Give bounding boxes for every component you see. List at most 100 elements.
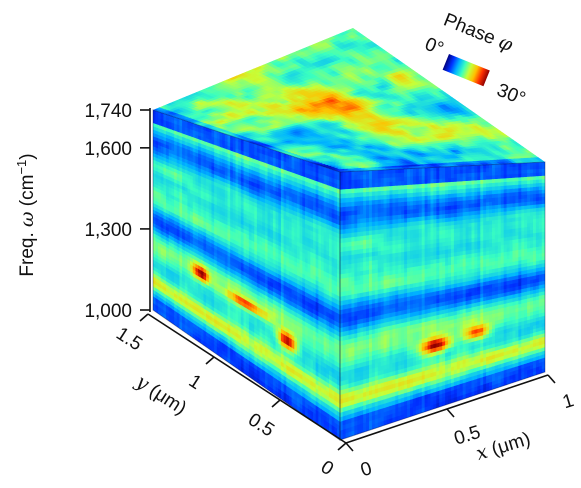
heatmap-cell <box>368 213 373 219</box>
heatmap-cell <box>535 197 540 202</box>
heatmap-cell <box>374 186 379 193</box>
heatmap-cell <box>515 191 519 197</box>
heatmap-cell <box>530 172 534 178</box>
heatmap-cell <box>401 181 405 187</box>
heatmap-cell <box>409 192 414 198</box>
heatmap-cell <box>345 193 350 199</box>
heatmap-cell <box>351 175 355 181</box>
heatmap-cell <box>462 196 467 202</box>
heatmap-cell <box>468 172 473 178</box>
heatmap-cell <box>392 194 396 200</box>
heatmap-cell <box>398 210 402 216</box>
heatmap-cell <box>515 181 519 186</box>
heatmap-cell <box>345 215 350 221</box>
heatmap-cell <box>418 204 423 210</box>
heatmap-cell <box>471 195 476 201</box>
heatmap-cell <box>351 170 355 177</box>
heatmap-cell <box>348 193 353 199</box>
heatmap-cell <box>418 175 423 181</box>
heatmap-cell <box>433 207 437 213</box>
heatmap-cell <box>348 219 353 226</box>
heatmap-cell <box>433 191 437 196</box>
heatmap-cell <box>374 174 379 180</box>
heatmap-cell <box>538 165 543 170</box>
heatmap-cell <box>360 179 364 185</box>
heatmap-cell <box>465 200 470 205</box>
heatmap-cell <box>456 193 461 198</box>
heatmap-cell <box>506 200 511 205</box>
heatmap-cell <box>412 213 417 219</box>
heatmap-cell <box>456 173 461 179</box>
heatmap-cell <box>424 195 429 201</box>
heatmap-cell <box>424 175 429 181</box>
heatmap-cell <box>395 210 399 216</box>
heatmap-cell <box>497 174 502 180</box>
heatmap-cell <box>500 174 505 180</box>
heatmap-cell <box>491 190 496 195</box>
heatmap-cell <box>415 188 420 194</box>
heatmap-cell <box>368 174 373 180</box>
heatmap-cell <box>503 200 508 205</box>
heatmap-cell <box>430 207 435 213</box>
heatmap-cell <box>351 201 355 208</box>
heatmap-cell <box>377 212 382 218</box>
heatmap-cell <box>342 202 347 208</box>
heatmap-cell <box>401 197 405 203</box>
heatmap-cell <box>415 171 420 177</box>
heatmap-cell <box>430 191 435 197</box>
heatmap-cell <box>442 182 446 188</box>
heatmap-cell <box>404 168 408 174</box>
heatmap-cell <box>480 168 484 174</box>
heatmap-cell <box>483 187 487 192</box>
heatmap-cell <box>527 187 531 192</box>
heatmap-cell <box>491 197 496 203</box>
heatmap-cell <box>374 208 379 214</box>
heatmap-cell <box>491 193 496 199</box>
heatmap-cell <box>459 181 464 186</box>
heatmap-cell <box>530 183 534 189</box>
heatmap-cell <box>398 177 402 183</box>
heatmap-cell <box>497 189 502 195</box>
heatmap-cell <box>415 200 420 206</box>
heatmap-cell <box>436 198 440 204</box>
heatmap-cell <box>465 188 470 194</box>
heatmap-cell <box>348 206 353 212</box>
heatmap-cell <box>421 175 426 181</box>
heatmap-cell <box>392 198 396 204</box>
heatmap-cell <box>494 201 499 206</box>
heatmap-cell <box>512 195 517 201</box>
heatmap-cell <box>354 183 358 190</box>
heatmap-cell <box>474 180 478 185</box>
heatmap-cell <box>527 194 531 200</box>
heatmap-cell <box>436 186 440 192</box>
heatmap-cell <box>412 172 417 177</box>
heatmap-cell <box>363 174 367 180</box>
heatmap-cell <box>412 180 417 186</box>
heatmap-cell <box>465 196 470 202</box>
heatmap-cell <box>433 199 437 204</box>
heatmap-cell <box>486 190 490 196</box>
heatmap-cell <box>486 183 490 188</box>
heatmap-cell <box>415 167 420 173</box>
heatmap-cell <box>337 188 340 195</box>
heatmap-cell <box>471 176 476 182</box>
heatmap-cell <box>354 170 358 176</box>
heatmap-cell <box>453 169 458 175</box>
heatmap-cell <box>491 186 496 192</box>
heatmap-cell <box>380 169 385 175</box>
heatmap-cell <box>351 214 355 221</box>
heatmap-cell <box>363 192 367 198</box>
heatmap-cell <box>497 193 502 199</box>
heatmap-cell <box>506 174 511 179</box>
heatmap-cell <box>506 181 511 187</box>
heatmap-cell <box>527 183 531 189</box>
heatmap-cell <box>471 191 476 197</box>
heatmap-cell <box>421 179 426 185</box>
heatmap-cell <box>509 174 514 179</box>
heatmap-cell <box>506 196 511 201</box>
heatmap-cell <box>486 202 490 207</box>
heatmap-cell <box>404 205 408 211</box>
heatmap-cell <box>366 200 370 206</box>
heatmap-cell <box>354 188 358 194</box>
heatmap-cell <box>354 179 358 185</box>
